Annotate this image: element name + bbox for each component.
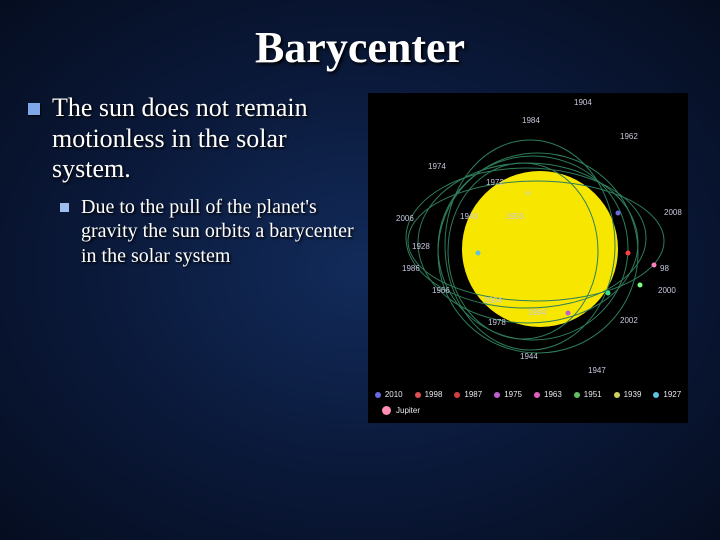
footer-legend-label: Jupiter [396, 406, 420, 415]
legend-item: 1998 [415, 390, 443, 399]
sub-bullet-row: Due to the pull of the planet's gravity … [60, 195, 358, 268]
barycenter-diagram: 1904 1984 1962 1974 1972 2006 1940 1950 1928 1986… [368, 93, 688, 423]
legend-label: 1951 [584, 390, 602, 399]
main-bullet-text: The sun does not remain motionless in th… [52, 93, 358, 185]
year-label: 1986 [402, 264, 420, 273]
legend-label: 1939 [624, 390, 642, 399]
slide: Barycenter The sun does not remain motio… [0, 0, 720, 540]
year-label: 98 [660, 264, 669, 273]
year-label: 1950 [506, 212, 524, 221]
legend-label: 2010 [385, 390, 403, 399]
year-label: 1966 [432, 286, 450, 295]
year-label: 2002 [620, 316, 638, 325]
legend-dot-icon [382, 406, 391, 415]
orbit-dot [626, 251, 631, 256]
text-column: The sun does not remain motionless in th… [28, 93, 358, 268]
content-row: The sun does not remain motionless in th… [0, 73, 720, 423]
legend-item: 1963 [534, 390, 562, 399]
year-label: 1972 [486, 178, 504, 187]
legend-item: 1951 [574, 390, 602, 399]
sub-bullet-text: Due to the pull of the planet's gravity … [81, 195, 358, 268]
year-label: 2008 [664, 208, 682, 217]
year-label: 1978 [488, 318, 506, 327]
slide-title: Barycenter [0, 0, 720, 73]
legend-item: 1987 [454, 390, 482, 399]
orbit-dot [652, 263, 657, 268]
year-label: 1974 [428, 162, 446, 171]
year-label: 1962 [620, 132, 638, 141]
legend-label: 1987 [464, 390, 482, 399]
year-label: 1940 [460, 212, 478, 221]
legend-item: 1975 [494, 390, 522, 399]
legend-label: 1998 [425, 390, 443, 399]
legend-dot-icon [454, 392, 460, 398]
year-label: 1944 [520, 352, 538, 361]
year-legend: 2010 1998 1987 1975 1963 1951 1939 1927 [368, 390, 688, 399]
year-label: 1947 [588, 366, 606, 375]
year-label: 2006 [396, 214, 414, 223]
legend-dot-icon [494, 392, 500, 398]
year-label: 1994 [528, 308, 546, 317]
orbit-dot [638, 283, 643, 288]
diagram-svg: 1904 1984 1962 1974 1972 2006 1940 1950 1928 1986… [368, 93, 688, 423]
legend-label: 1963 [544, 390, 562, 399]
legend-item: 1939 [614, 390, 642, 399]
legend-item: 1927 [653, 390, 681, 399]
year-label: 1904 [574, 98, 592, 107]
orbit-dot [566, 311, 571, 316]
legend-dot-icon [534, 392, 540, 398]
legend-dot-icon [653, 392, 659, 398]
year-label: 2004 [484, 296, 502, 305]
bullet-square-icon [60, 203, 69, 212]
legend-dot-icon [415, 392, 421, 398]
legend-dot-icon [375, 392, 381, 398]
footer-legend: Jupiter [382, 406, 420, 415]
orbit-dot [526, 191, 531, 196]
legend-label: 1975 [504, 390, 522, 399]
orbit-dot [476, 251, 481, 256]
orbit-dot [606, 291, 611, 296]
legend-dot-icon [574, 392, 580, 398]
orbit-dot [616, 211, 621, 216]
bullet-square-icon [28, 103, 40, 115]
year-label: 2000 [658, 286, 676, 295]
legend-dot-icon [614, 392, 620, 398]
legend-label: 1927 [663, 390, 681, 399]
main-bullet-row: The sun does not remain motionless in th… [28, 93, 358, 185]
year-label: 1928 [412, 242, 430, 251]
year-label: 1984 [522, 116, 540, 125]
legend-item: 2010 [375, 390, 403, 399]
